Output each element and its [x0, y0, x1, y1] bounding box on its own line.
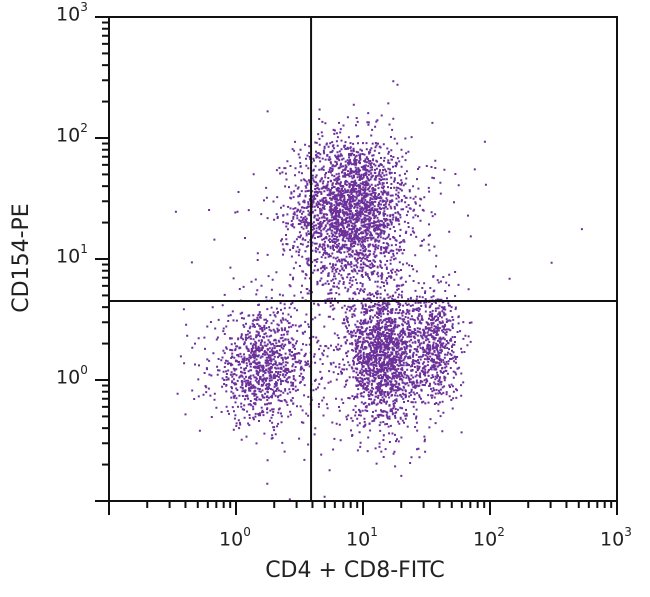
y-axis-title: CD154-PE: [9, 203, 34, 313]
x-tick-label: 101: [346, 525, 378, 551]
x-axis-ticks: [108, 501, 618, 515]
quadrant-gate-lines: [109, 17, 617, 501]
y-tick-label: 103: [56, 0, 88, 26]
y-tick-label: 100: [56, 363, 88, 389]
y-axis-ticks: [95, 16, 109, 502]
x-tick-label: 103: [600, 525, 632, 551]
event-dots: [174, 80, 583, 501]
x-tick-label: 100: [219, 525, 251, 551]
y-tick-label: 102: [56, 121, 88, 147]
x-tick-label: 102: [473, 525, 505, 551]
x-axis-title: CD4 + CD8-FITC: [265, 558, 445, 583]
y-tick-label: 101: [56, 242, 88, 268]
